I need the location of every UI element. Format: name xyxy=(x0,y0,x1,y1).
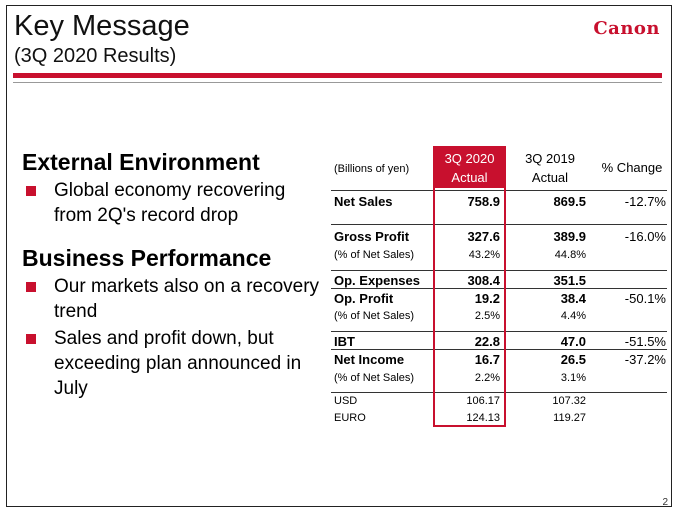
table-rule xyxy=(331,190,667,191)
highlight-column-box xyxy=(433,146,506,427)
bullet-square-icon xyxy=(26,282,36,292)
table-rule xyxy=(331,349,667,350)
table-rule xyxy=(331,270,667,271)
title-underline xyxy=(13,82,662,83)
value-3q2020: 43.2% xyxy=(468,249,500,261)
row-label: Net Income xyxy=(334,352,405,367)
slide-frame xyxy=(6,5,672,507)
table-rule xyxy=(331,331,667,332)
row-label: EURO xyxy=(334,412,366,424)
row-label: (% of Net Sales) xyxy=(334,372,415,384)
row-label: Op. Profit xyxy=(334,291,394,306)
bullet-square-icon xyxy=(26,334,36,344)
col-header-3q2019: 3Q 2019 Actual xyxy=(512,149,588,187)
key-points: External Environment Global economy reco… xyxy=(22,148,322,401)
page-title: Key Message xyxy=(14,10,190,42)
bullet-item: Global economy recovering from 2Q's reco… xyxy=(22,178,322,228)
value-3q2020: 124.13 xyxy=(466,412,500,424)
value-change: -51.5% xyxy=(624,334,666,349)
row-label: IBT xyxy=(334,334,355,349)
row-label: (% of Net Sales) xyxy=(334,249,415,261)
value-3q2019: 38.4 xyxy=(560,291,586,306)
row-label: USD xyxy=(334,395,358,407)
bullet-text: Global economy recovering from 2Q's reco… xyxy=(54,180,286,226)
bullet-square-icon xyxy=(26,186,36,196)
value-3q2019: 3.1% xyxy=(560,372,586,384)
value-3q2020: 19.2 xyxy=(474,291,500,306)
value-3q2019: 4.4% xyxy=(560,310,586,322)
table-rule xyxy=(331,224,667,225)
row-label: (% of Net Sales) xyxy=(334,310,415,322)
value-3q2020: 106.17 xyxy=(466,395,500,407)
bullet-text: Sales and profit down, but exceeding pla… xyxy=(54,328,302,399)
row-label: Op. Expenses xyxy=(334,273,420,288)
value-change: -12.7% xyxy=(624,194,666,209)
page-subtitle: (3Q 2020 Results) xyxy=(14,45,177,67)
value-change: -16.0% xyxy=(624,229,666,244)
value-3q2019: 351.5 xyxy=(553,273,586,288)
table-corner-label: (Billions of yen) xyxy=(334,163,410,175)
table-rule xyxy=(331,288,667,289)
section-heading-external: External Environment xyxy=(22,149,260,175)
value-change: -50.1% xyxy=(624,291,666,306)
value-3q2020: 2.5% xyxy=(474,310,500,322)
value-3q2019: 869.5 xyxy=(553,194,586,209)
bullet-item: Our markets also on a recovery trend xyxy=(22,274,322,324)
col-header-line: Actual xyxy=(531,170,569,185)
col-header-line: 3Q 2019 xyxy=(525,151,575,166)
value-3q2019: 26.5 xyxy=(560,352,586,367)
value-3q2020: 758.9 xyxy=(467,194,500,209)
value-3q2019: 44.8% xyxy=(554,249,586,261)
col-header-change: % Change xyxy=(601,160,663,175)
value-3q2020: 22.8 xyxy=(474,334,500,349)
value-3q2019: 107.32 xyxy=(552,395,586,407)
table-rule xyxy=(331,392,667,393)
row-label: Gross Profit xyxy=(334,229,410,244)
bullet-item: Sales and profit down, but exceeding pla… xyxy=(22,326,322,401)
value-3q2019: 47.0 xyxy=(560,334,586,349)
value-3q2019: 389.9 xyxy=(553,229,586,244)
value-3q2020: 2.2% xyxy=(474,372,500,384)
value-3q2020: 327.6 xyxy=(467,229,500,244)
title-divider xyxy=(13,73,662,78)
canon-logo: Canon xyxy=(593,18,660,39)
section-heading-business: Business Performance xyxy=(22,245,272,271)
highlight-header-bg xyxy=(433,146,506,188)
value-change: -37.2% xyxy=(624,352,666,367)
value-3q2019: 119.27 xyxy=(553,412,586,424)
col-header-3q2020: 3Q 2020 Actual xyxy=(433,149,506,187)
value-3q2020: 16.7 xyxy=(474,352,500,367)
bullet-text: Our markets also on a recovery trend xyxy=(54,276,320,322)
page-number: 2 xyxy=(662,497,668,508)
value-3q2020: 308.4 xyxy=(467,273,500,288)
col-header-line: Actual xyxy=(451,170,488,185)
row-label: Net Sales xyxy=(334,194,393,209)
col-header-line: 3Q 2020 xyxy=(444,151,495,166)
